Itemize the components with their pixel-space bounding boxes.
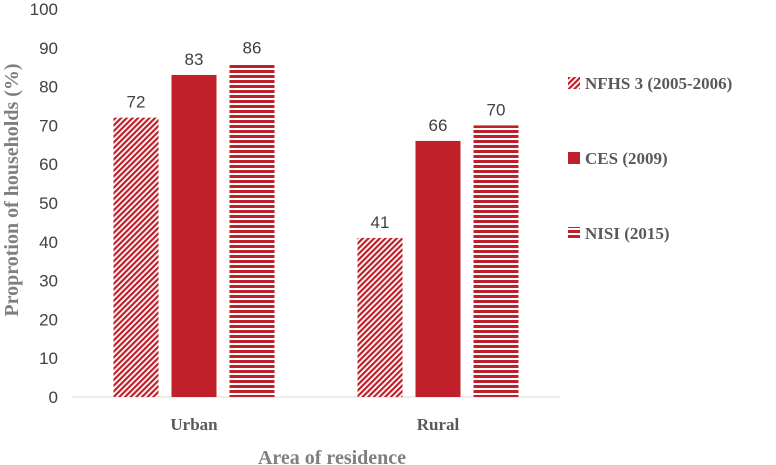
y-tick-label: 70 xyxy=(39,116,58,135)
bar xyxy=(415,140,461,398)
y-tick-label: 60 xyxy=(39,155,58,174)
category-label: Urban xyxy=(170,415,218,434)
data-label: 41 xyxy=(371,213,390,232)
bar xyxy=(171,74,217,398)
legend: NFHS 3 (2005-2006) CES (2009) NISI (2015) xyxy=(568,74,732,243)
bar xyxy=(113,117,159,397)
bar xyxy=(229,63,275,397)
y-tick-label: 90 xyxy=(39,39,58,58)
bars xyxy=(113,63,519,398)
legend-swatch xyxy=(568,227,580,239)
legend-label: CES (2009) xyxy=(585,149,668,168)
legend-swatch xyxy=(568,77,580,89)
data-labels: 72 83 86 41 66 70 xyxy=(127,38,506,232)
category-labels: Urban Rural xyxy=(170,415,459,434)
data-label: 83 xyxy=(185,50,204,69)
y-axis-title: Proprotion of households (%) xyxy=(1,63,23,316)
x-axis-title: Area of residence xyxy=(258,447,406,465)
category-label: Rural xyxy=(417,415,460,434)
y-tick-label: 100 xyxy=(30,0,58,19)
y-tick-label: 50 xyxy=(39,194,58,213)
y-tick-label: 80 xyxy=(39,78,58,97)
y-axis-ticks: 0 10 20 30 40 50 60 70 80 90 100 xyxy=(30,0,58,407)
y-tick-label: 20 xyxy=(39,310,58,329)
y-tick-label: 0 xyxy=(49,388,58,407)
data-label: 72 xyxy=(127,93,146,112)
bar xyxy=(473,125,519,398)
legend-swatch xyxy=(568,152,580,164)
y-tick-label: 40 xyxy=(39,233,58,252)
y-tick-label: 10 xyxy=(39,349,58,368)
data-label: 70 xyxy=(487,100,506,119)
data-label: 86 xyxy=(243,38,262,57)
bar xyxy=(357,237,403,397)
y-tick-label: 30 xyxy=(39,272,58,291)
data-label: 66 xyxy=(429,116,448,135)
legend-label: NFHS 3 (2005-2006) xyxy=(585,74,732,93)
legend-label: NISI (2015) xyxy=(585,224,670,243)
